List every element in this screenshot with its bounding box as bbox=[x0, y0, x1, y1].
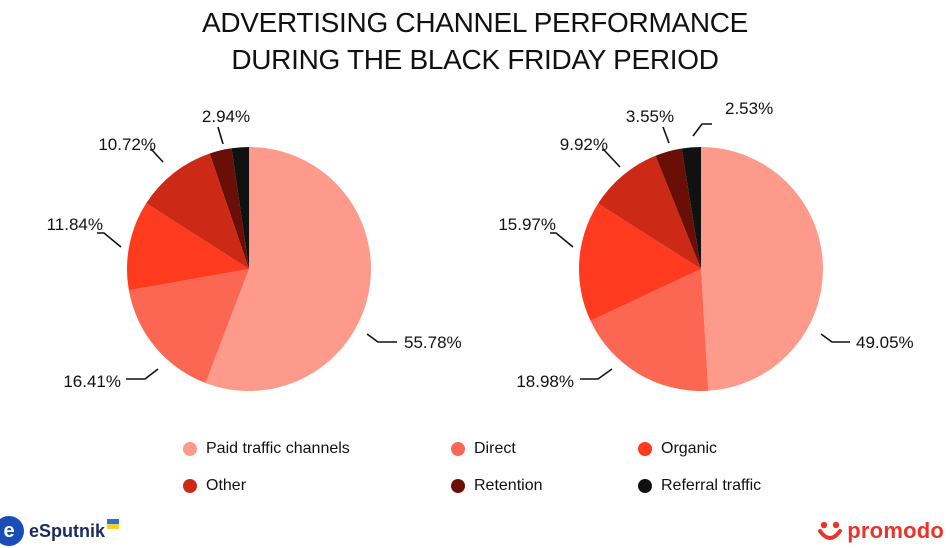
chart-title: ADVERTISING CHANNEL PERFORMANCE DURING T… bbox=[0, 4, 950, 78]
legend-item-other: Other bbox=[183, 475, 246, 497]
pie-right-leader-retention bbox=[662, 126, 670, 144]
pie-right-slice-other bbox=[597, 155, 701, 269]
pie-left-leader-retention bbox=[217, 126, 224, 145]
legend-item-paid-traffic: Paid traffic channels bbox=[183, 438, 350, 460]
pie-left-label-organic: 11.84% bbox=[47, 215, 103, 234]
legend-swatch-referral bbox=[638, 479, 652, 493]
legend-item-organic: Organic bbox=[638, 438, 717, 460]
pie-right-label-paid-traffic: 49.05% bbox=[856, 333, 914, 352]
pie-left-leader-paid-traffic bbox=[366, 333, 397, 343]
pie-charts: 55.78% 16.41% 11.84% 10.72% 2.94% 49.05% 18.9… bbox=[47, 99, 914, 392]
pie-right-leader-other bbox=[602, 149, 621, 168]
legend-item-retention: Retention bbox=[451, 475, 543, 497]
legend-swatch-direct bbox=[451, 442, 465, 456]
legend-label-direct: Direct bbox=[474, 440, 516, 457]
pie-right-label-referral: 2.53% bbox=[725, 99, 773, 118]
pie-left-label-direct: 16.41% bbox=[63, 372, 121, 391]
pie-right-slice-referral bbox=[681, 147, 701, 269]
pie-left-label-retention: 2.94% bbox=[202, 107, 250, 126]
pie-right-leader-direct bbox=[580, 368, 613, 380]
pie-right-slice-paid-traffic bbox=[701, 147, 823, 391]
promodo-logo: promodo bbox=[817, 516, 944, 546]
legend-item-referral: Referral traffic bbox=[638, 475, 761, 497]
pie-left-slice-organic bbox=[127, 203, 249, 291]
esputnik-logo-icon: e bbox=[0, 516, 24, 546]
pie-left-leader-organic bbox=[97, 232, 122, 248]
esputnik-logo-text: eSputnik bbox=[29, 520, 106, 541]
pie-right-slice-retention bbox=[655, 148, 701, 269]
pie-right-leader-referral bbox=[692, 123, 712, 137]
pie-left-slice-paid-traffic bbox=[205, 147, 371, 392]
legend-label-paid-traffic: Paid traffic channels bbox=[206, 440, 350, 457]
legend-swatch-organic bbox=[638, 442, 652, 456]
pie-left-slice-retention bbox=[209, 148, 249, 269]
pie-right-label-organic: 15.97% bbox=[498, 215, 556, 234]
pie-right-slice-organic bbox=[578, 203, 701, 321]
pie-left-leader-other bbox=[150, 149, 164, 163]
pie-right: 49.05% 18.98% 15.97% 9.92% 3.55% 2.53% bbox=[498, 99, 913, 391]
legend-swatch-paid-traffic bbox=[183, 442, 197, 456]
legend-swatch-retention bbox=[451, 479, 465, 493]
legend-label-retention: Retention bbox=[474, 477, 543, 494]
pie-left-label-paid-traffic: 55.78% bbox=[404, 333, 462, 352]
chart-title-line-1: ADVERTISING CHANNEL PERFORMANCE bbox=[201, 7, 749, 38]
legend-label-referral: Referral traffic bbox=[661, 477, 762, 494]
pie-right-leader-paid-traffic bbox=[820, 333, 850, 343]
legend-label-other: Other bbox=[206, 477, 247, 494]
promodo-logo-icon bbox=[818, 521, 843, 540]
pie-left-leader-direct bbox=[126, 368, 159, 380]
pie-right-label-retention: 3.55% bbox=[626, 107, 674, 126]
ukraine-flag-icon bbox=[107, 519, 120, 529]
pie-right-label-other: 9.92% bbox=[560, 135, 608, 154]
pie-right-leader-organic bbox=[550, 232, 574, 248]
pie-left-slice-direct bbox=[128, 269, 249, 383]
pie-left-slice-referral bbox=[231, 147, 249, 269]
pie-left-label-other: 10.72% bbox=[98, 135, 156, 154]
pie-left: 55.78% 16.41% 11.84% 10.72% 2.94% bbox=[47, 107, 462, 392]
legend-label-organic: Organic bbox=[661, 440, 718, 457]
promodo-logo-text: promodo bbox=[847, 518, 944, 543]
legend-swatch-other bbox=[183, 479, 197, 493]
legend-item-direct: Direct bbox=[451, 438, 516, 460]
pie-left-slice-other bbox=[146, 153, 249, 269]
pie-right-label-direct: 18.98% bbox=[516, 372, 574, 391]
esputnik-logo: e eSputnik bbox=[0, 515, 120, 547]
chart-title-line-2: DURING THE BLACK FRIDAY PERIOD bbox=[231, 44, 719, 75]
pie-right-slice-direct bbox=[590, 269, 709, 391]
